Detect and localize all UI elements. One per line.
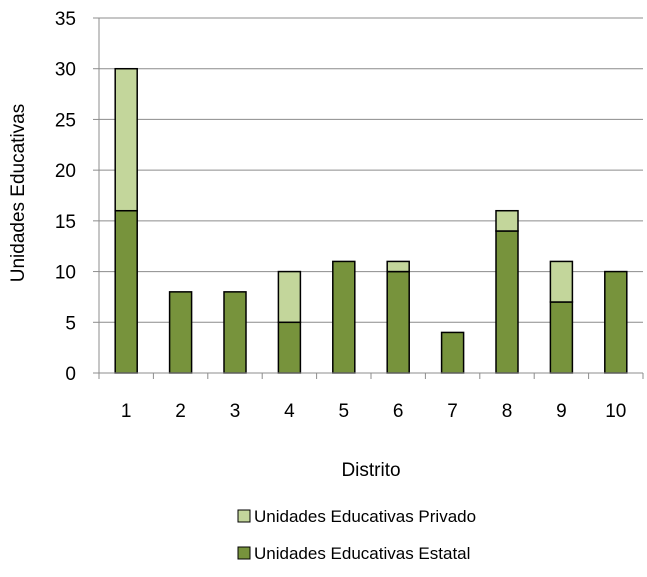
x-tick-label: 7 bbox=[447, 401, 458, 422]
legend-swatch bbox=[237, 546, 251, 560]
bar-segment bbox=[114, 209, 138, 374]
bar-segment bbox=[168, 291, 193, 374]
x-tick-label: 3 bbox=[230, 401, 241, 422]
bar-segment bbox=[495, 230, 519, 374]
bar-segment bbox=[386, 270, 410, 374]
bar-segment bbox=[440, 331, 465, 374]
y-tick-label: 0 bbox=[65, 364, 76, 385]
legend-label: Unidades Educativas Estatal bbox=[254, 544, 470, 563]
x-tick-label: 2 bbox=[175, 401, 186, 422]
axes bbox=[93, 17, 644, 379]
y-tick-label: 10 bbox=[55, 263, 76, 284]
y-tick-label: 35 bbox=[55, 9, 76, 30]
x-tick-label: 9 bbox=[556, 401, 567, 422]
bar-segment bbox=[386, 260, 410, 273]
x-axis-title: Distrito bbox=[341, 460, 400, 481]
bar-segment bbox=[604, 270, 628, 374]
bar-segment bbox=[549, 260, 574, 303]
y-tick-label: 30 bbox=[55, 60, 76, 81]
gridlines bbox=[99, 17, 643, 323]
bar-segment bbox=[549, 301, 574, 374]
x-tick-label: 4 bbox=[284, 401, 295, 422]
x-tick-label: 6 bbox=[393, 401, 404, 422]
bar-segment bbox=[332, 260, 356, 374]
bar-segment bbox=[277, 321, 302, 374]
bar-segment bbox=[223, 291, 247, 374]
y-tick-label: 20 bbox=[55, 161, 76, 182]
y-tick-label: 25 bbox=[55, 110, 76, 131]
legend-swatch bbox=[237, 509, 251, 523]
y-tick-label: 5 bbox=[65, 313, 76, 334]
bars bbox=[114, 67, 628, 374]
bar-segment bbox=[277, 270, 302, 324]
x-tick-label: 8 bbox=[502, 401, 513, 422]
legend: Unidades Educativas Privado Unidades Educ… bbox=[237, 507, 476, 563]
y-tick-labels: 0 5 10 15 20 25 30 35 bbox=[55, 9, 76, 385]
legend-label: Unidades Educativas Privado bbox=[254, 507, 476, 526]
x-tick-labels: 1 2 3 4 5 6 7 8 9 10 bbox=[121, 401, 626, 422]
y-tick-label: 15 bbox=[55, 212, 76, 233]
x-tick-label: 1 bbox=[121, 401, 132, 422]
x-tick-label: 5 bbox=[339, 401, 350, 422]
bar-segment bbox=[495, 209, 519, 232]
bar-segment bbox=[114, 67, 138, 212]
x-tick-label: 10 bbox=[605, 401, 626, 422]
y-axis-title: Unidades Educativas bbox=[8, 104, 29, 283]
